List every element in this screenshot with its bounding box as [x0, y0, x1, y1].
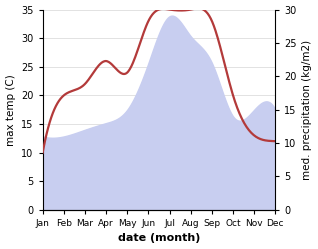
X-axis label: date (month): date (month) — [118, 234, 200, 244]
Y-axis label: max temp (C): max temp (C) — [5, 74, 16, 146]
Y-axis label: med. precipitation (kg/m2): med. precipitation (kg/m2) — [302, 40, 313, 180]
